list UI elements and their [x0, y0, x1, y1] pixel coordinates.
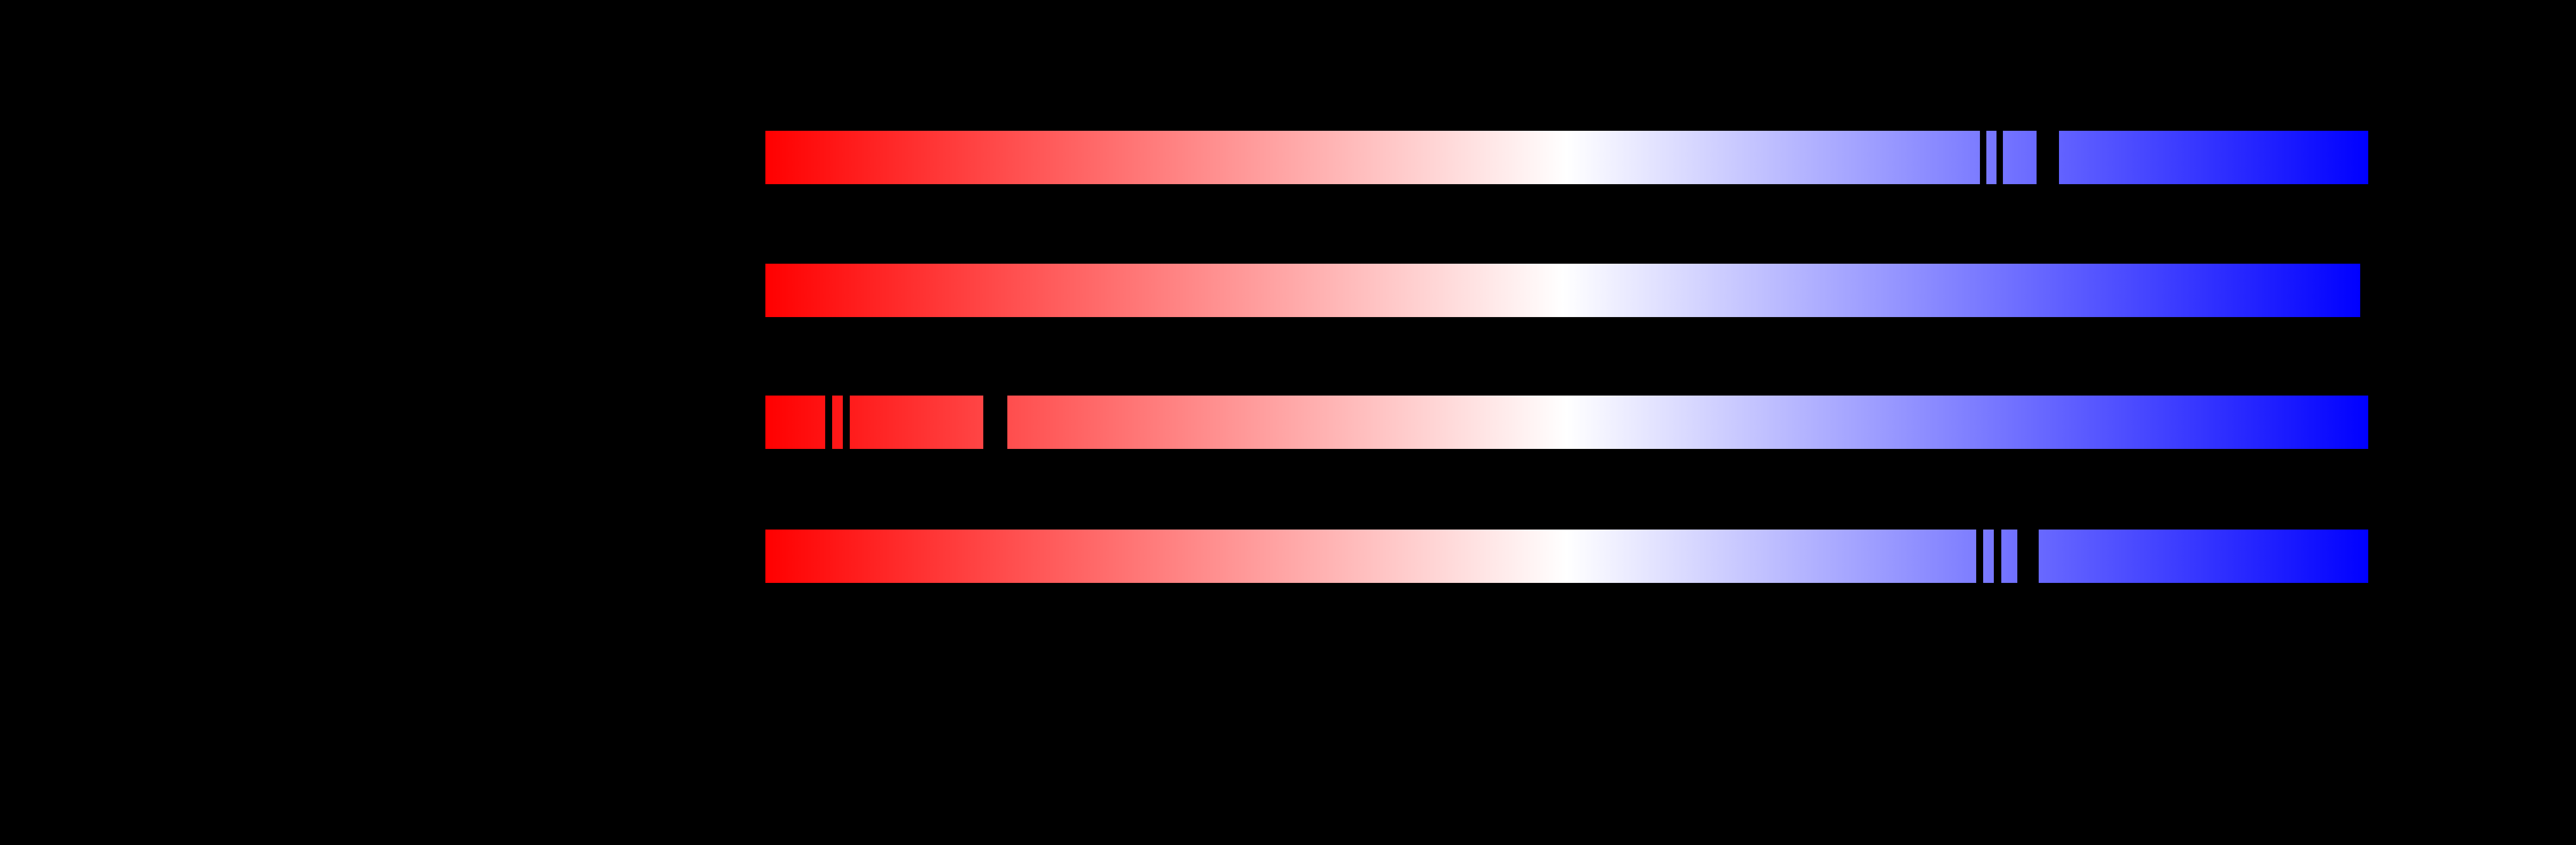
tick-mark [1976, 530, 1983, 583]
tick-mark [1996, 131, 2003, 184]
tick-mark [2017, 530, 2039, 583]
tick-mark [983, 396, 1007, 449]
tick-mark [825, 396, 832, 449]
tick-mark [2037, 131, 2059, 184]
tick-mark [843, 396, 850, 449]
gradient-strip-3 [765, 396, 2368, 449]
gradient-strip-4 [765, 530, 2368, 583]
tick-mark [1994, 530, 2001, 583]
gradient-strip-1 [765, 131, 2368, 184]
gradient-strip-2 [765, 264, 2360, 317]
tick-mark [1980, 131, 1986, 184]
